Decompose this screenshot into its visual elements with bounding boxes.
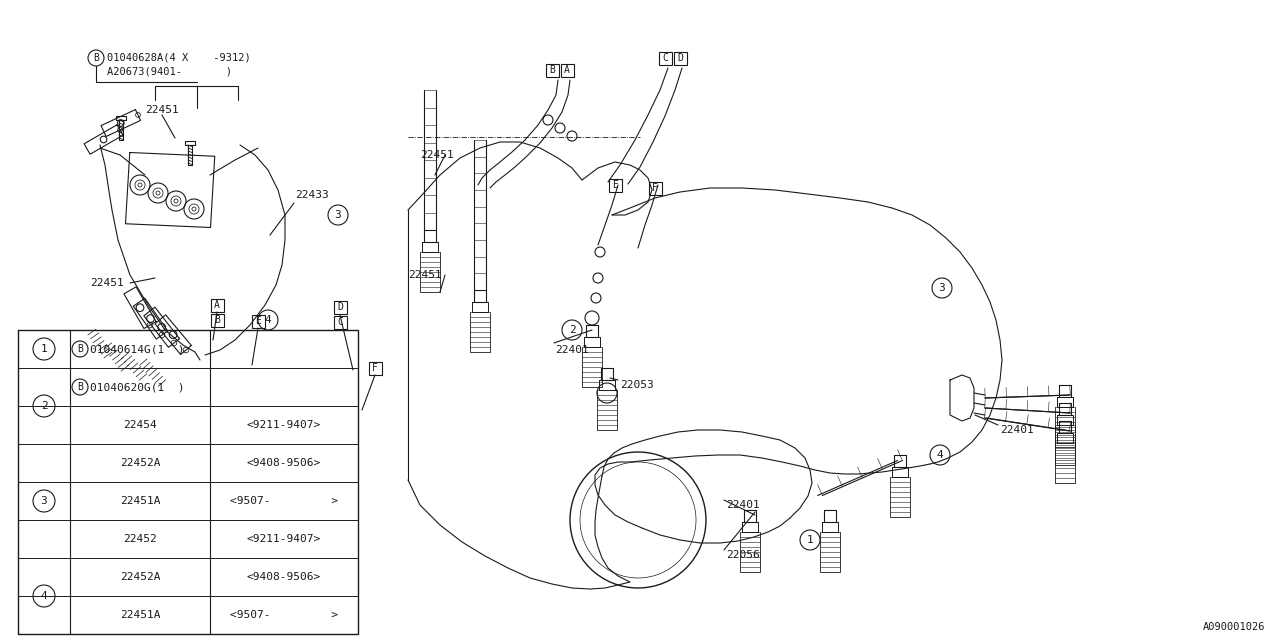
Bar (369, 362, 381, 374)
Text: 22451: 22451 (420, 150, 453, 160)
Text: E: E (255, 316, 261, 326)
Text: 22451A: 22451A (120, 496, 160, 506)
Text: 22053: 22053 (620, 380, 654, 390)
Text: <9507-         >: <9507- > (230, 496, 338, 506)
Text: C: C (662, 53, 668, 63)
Text: <9408-9506>: <9408-9506> (247, 458, 321, 468)
Bar (210, 314, 224, 326)
Bar (608, 179, 622, 191)
Text: 3: 3 (41, 496, 47, 506)
Text: 01040628A(4 X    -9312): 01040628A(4 X -9312) (108, 53, 251, 63)
Text: 22451: 22451 (408, 270, 442, 280)
Text: 4: 4 (41, 591, 47, 601)
Text: B: B (77, 382, 83, 392)
Bar (561, 63, 573, 77)
Text: F: F (372, 363, 378, 373)
Text: 22401: 22401 (1000, 425, 1034, 435)
Text: 22401: 22401 (556, 345, 589, 355)
Text: <9408-9506>: <9408-9506> (247, 572, 321, 582)
Bar (334, 301, 347, 314)
Text: 01040614G(1  ): 01040614G(1 ) (90, 344, 184, 354)
Text: 22452A: 22452A (120, 458, 160, 468)
Text: 4: 4 (265, 315, 271, 325)
Text: 1: 1 (806, 535, 813, 545)
Text: 22401: 22401 (726, 500, 760, 510)
Bar (658, 51, 672, 65)
Text: B: B (549, 65, 556, 75)
Text: 22433: 22433 (294, 190, 329, 200)
Text: 4: 4 (937, 450, 943, 460)
Text: B: B (77, 344, 83, 354)
Text: A: A (214, 300, 220, 310)
Text: 22056: 22056 (726, 550, 760, 560)
Text: 22451A: 22451A (120, 610, 160, 620)
Text: 22452: 22452 (123, 534, 157, 544)
Bar (334, 316, 347, 328)
Text: C: C (337, 317, 343, 327)
Text: 01040620G(1  ): 01040620G(1 ) (90, 382, 184, 392)
Text: 22452A: 22452A (120, 572, 160, 582)
Text: D: D (677, 53, 684, 63)
Text: 22451: 22451 (145, 105, 179, 115)
Text: 1: 1 (41, 344, 47, 354)
Text: F: F (652, 183, 658, 193)
Text: 2: 2 (41, 401, 47, 411)
Text: 2: 2 (568, 325, 576, 335)
Text: A20673(9401-       ): A20673(9401- ) (108, 67, 232, 77)
Text: 3: 3 (938, 283, 946, 293)
Text: A090001026: A090001026 (1202, 622, 1265, 632)
Text: E: E (612, 180, 618, 190)
Bar (649, 182, 662, 195)
Bar (210, 298, 224, 312)
Text: <9507-         >: <9507- > (230, 610, 338, 620)
Text: 22454: 22454 (123, 420, 157, 430)
Text: D: D (337, 302, 343, 312)
Text: 3: 3 (334, 210, 342, 220)
Bar (545, 63, 558, 77)
Text: <9211-9407>: <9211-9407> (247, 420, 321, 430)
Text: 22451: 22451 (90, 278, 124, 288)
Bar (673, 51, 686, 65)
Text: B: B (214, 315, 220, 325)
Text: B: B (93, 53, 99, 63)
Text: <9211-9407>: <9211-9407> (247, 534, 321, 544)
Bar (251, 314, 265, 328)
Text: A: A (564, 65, 570, 75)
